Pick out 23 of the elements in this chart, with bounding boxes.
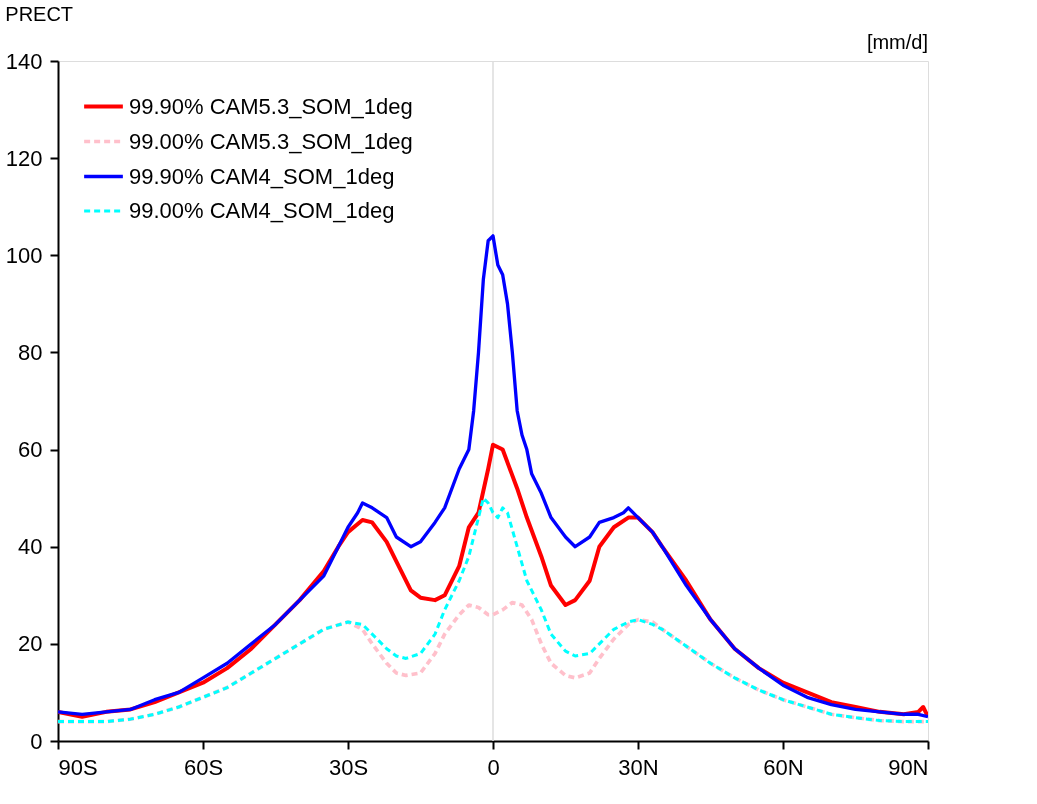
y-tick-label: 40 [18, 534, 43, 560]
chart-title: PRECT [5, 3, 74, 25]
y-tick-label: 80 [18, 339, 43, 365]
legend-label: 99.00% CAM5.3_SOM_1deg [129, 128, 413, 154]
legend-label: 99.00% CAM4_SOM_1deg [129, 198, 395, 223]
y-tick-label: 100 [5, 242, 43, 268]
x-tick-label: 60N [763, 754, 804, 780]
y-tick-label: 20 [18, 631, 43, 657]
x-tick-label: 90S [58, 754, 98, 780]
y-tick-label: 140 [5, 48, 43, 74]
line-series [58, 496, 928, 724]
x-tick-label: 30N [618, 754, 659, 780]
x-tick-label: 90N [888, 754, 929, 780]
text: [mm/d] [866, 31, 928, 53]
y-tick-label: 0 [30, 728, 43, 754]
line-series [58, 234, 928, 719]
y-tick-label: 120 [5, 145, 43, 171]
x-tick-label: 30S [328, 754, 369, 780]
x-tick-label: 60S [183, 754, 224, 780]
legend-label: 99.90% CAM4_SOM_1deg [129, 163, 395, 189]
legend-label: 99.90% CAM5.3_SOM_1deg [129, 93, 413, 119]
x-tick-label: 0 [487, 754, 500, 780]
y-tick-label: 60 [18, 437, 43, 463]
